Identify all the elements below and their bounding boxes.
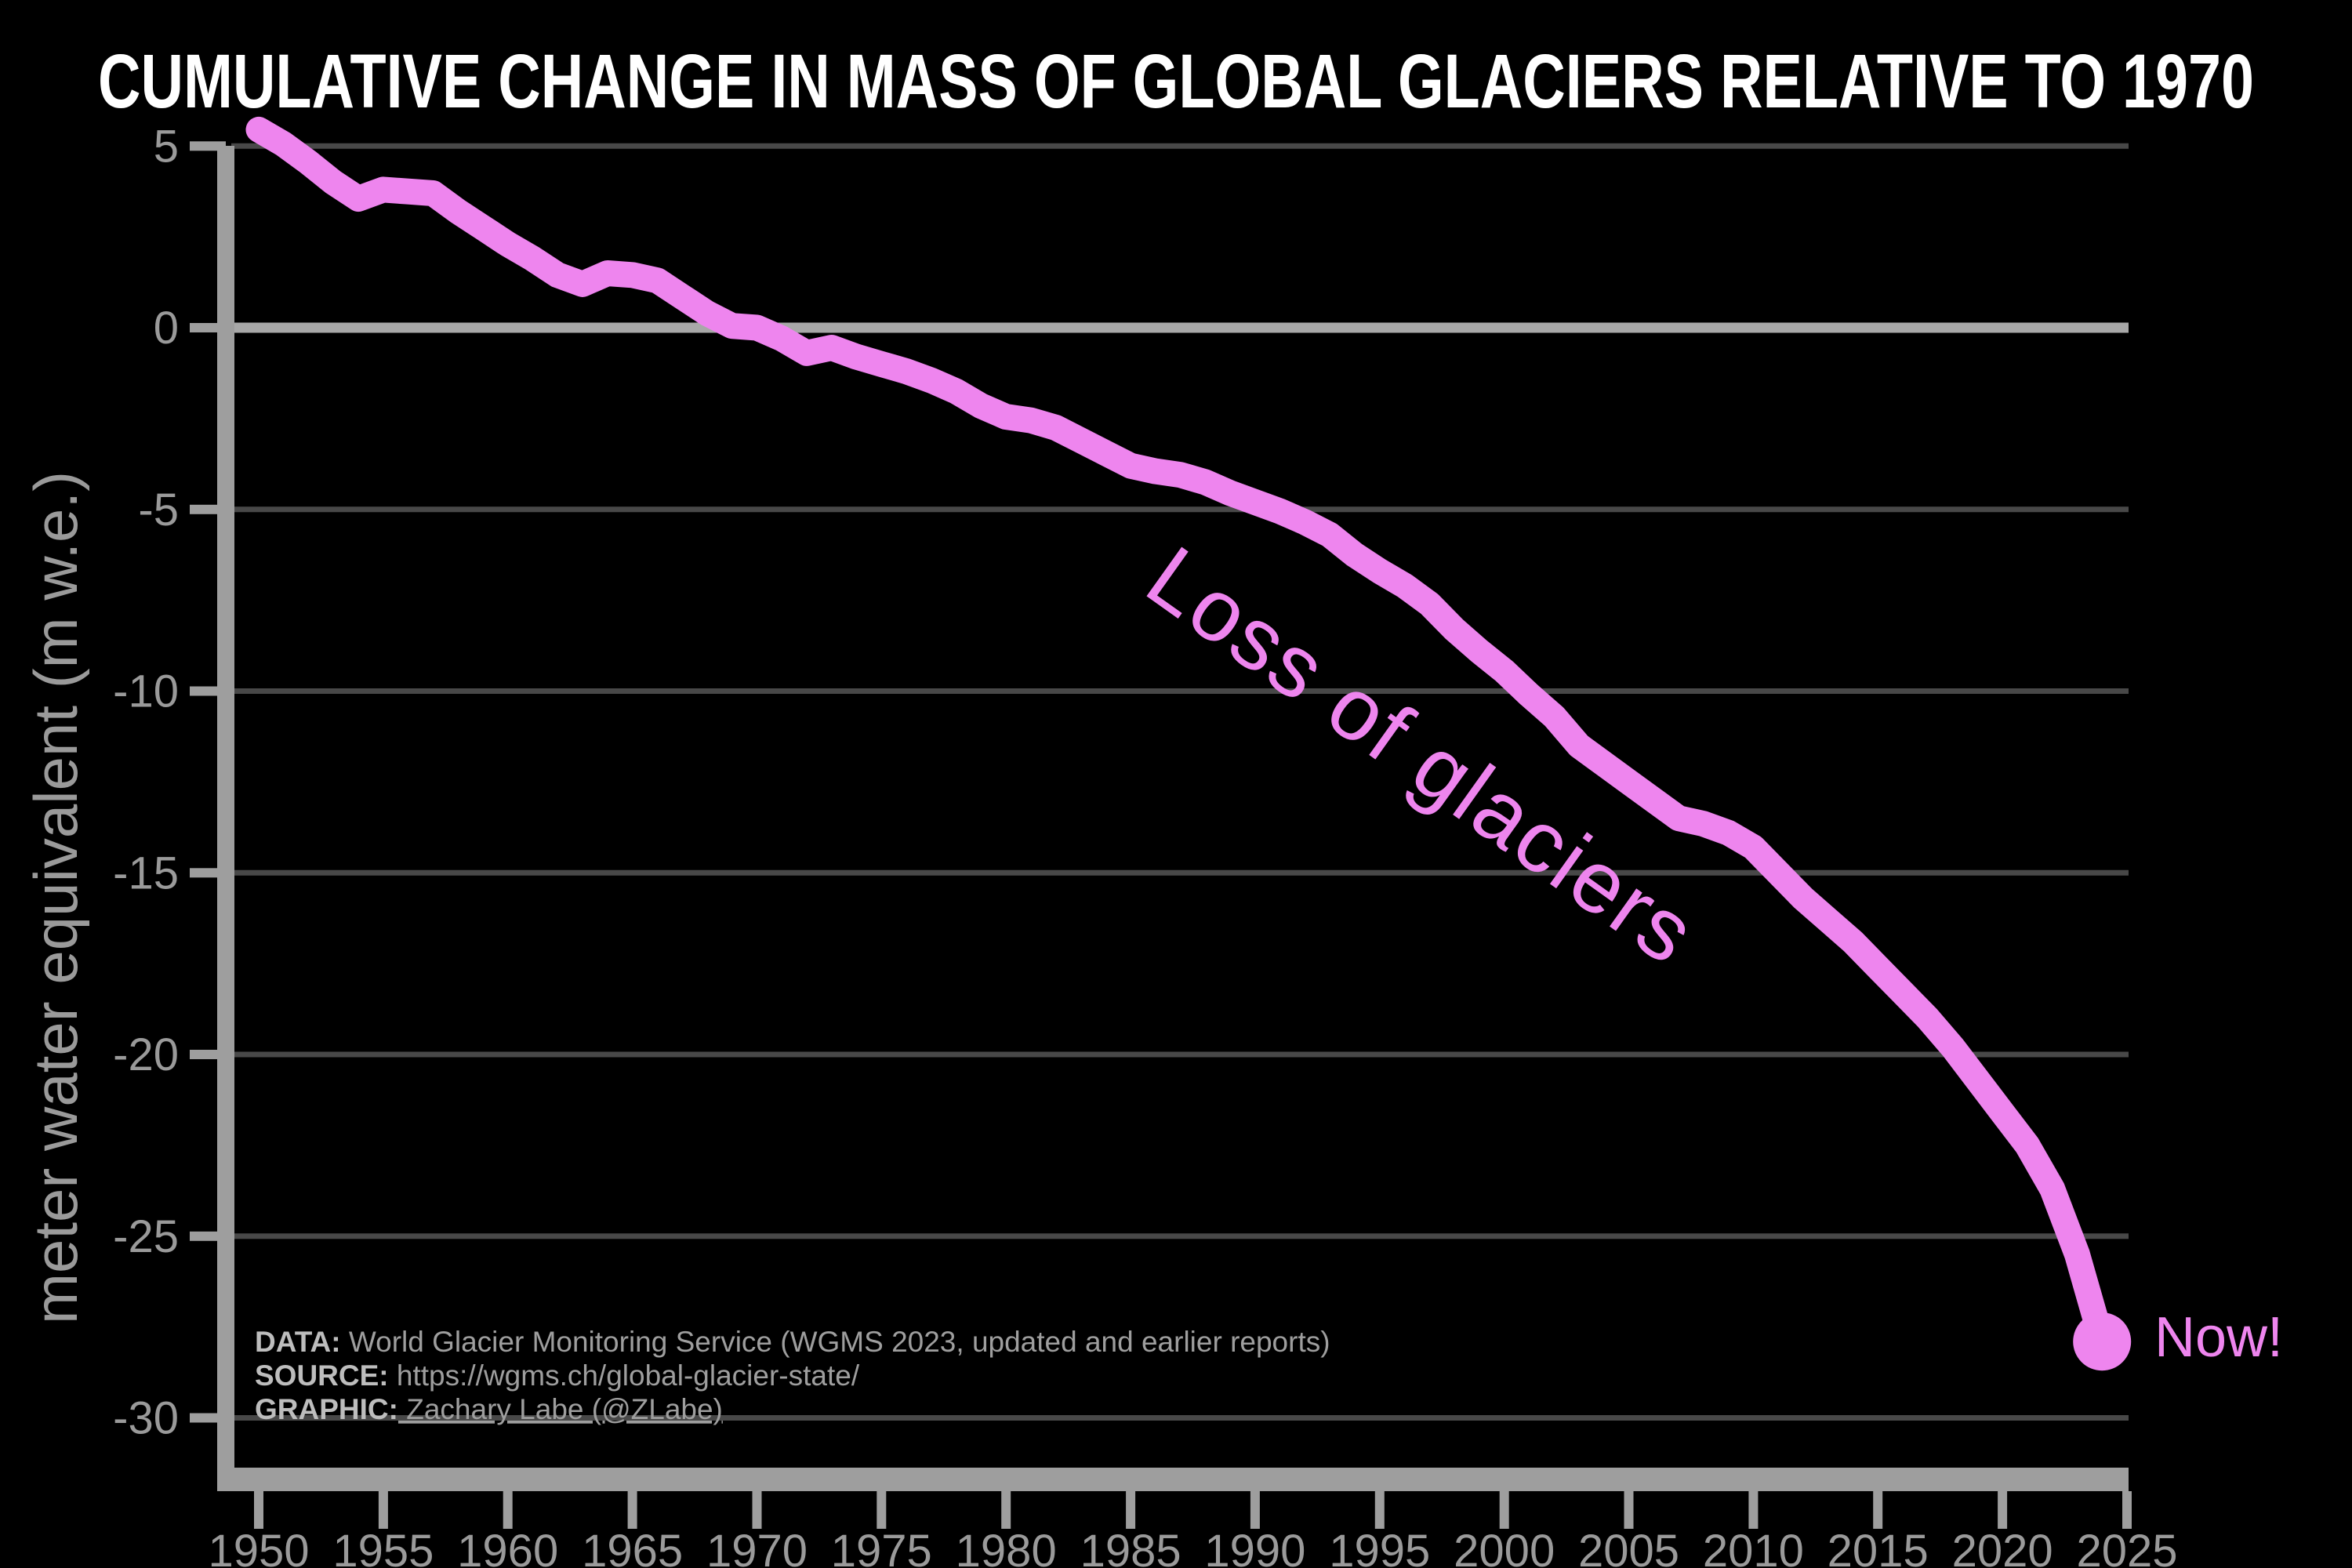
x-tick-2020: [1998, 1491, 2008, 1529]
x-tick-1980: [1001, 1491, 1011, 1529]
x-tick-1965: [627, 1491, 637, 1529]
x-tick-label-2010: 2010: [1703, 1526, 1804, 1568]
now-label: Now!: [2154, 1306, 2283, 1369]
y-tick--15: [190, 868, 226, 878]
x-tick-1955: [378, 1491, 388, 1529]
credit-line-graphic: GRAPHIC: Zachary Labe (@ZLabe): [255, 1393, 723, 1425]
axes: [190, 141, 2132, 1529]
credit-source-label: SOURCE:: [255, 1359, 389, 1392]
y-tick--20: [190, 1050, 226, 1059]
credit-graphic-author-link: Zachary Labe (@ZLabe): [398, 1393, 723, 1425]
x-tick-label-1965: 1965: [582, 1526, 683, 1568]
credit-line-data: DATA: World Glacier Monitoring Service (…: [255, 1326, 1330, 1358]
y-tick-label--5: -5: [138, 485, 179, 535]
x-tick-1975: [877, 1491, 887, 1529]
x-tick-1970: [752, 1491, 762, 1529]
x-tick-label-1985: 1985: [1080, 1526, 1181, 1568]
x-tick-label-2025: 2025: [2076, 1526, 2177, 1568]
y-axis-title: meter water equivalent (m w.e.): [21, 471, 90, 1324]
credit-data-label: DATA:: [255, 1326, 341, 1358]
y-tick-label--25: -25: [113, 1211, 179, 1262]
x-tick-label-1990: 1990: [1204, 1526, 1305, 1568]
x-axis-spine: [217, 1468, 2129, 1491]
y-tick-label--10: -10: [113, 666, 179, 717]
y-tick--30: [190, 1413, 226, 1423]
x-tick-1990: [1250, 1491, 1260, 1529]
x-tick-1995: [1374, 1491, 1385, 1529]
x-tick-label-1975: 1975: [831, 1526, 932, 1568]
now-end-dot: [2073, 1312, 2132, 1371]
credit-data-text: World Glacier Monitoring Service (WGMS 2…: [341, 1326, 1330, 1358]
y-tick--25: [190, 1231, 226, 1241]
gridlines: [231, 143, 2129, 1421]
x-tick-label-2015: 2015: [1828, 1526, 1929, 1568]
x-tick-label-1950: 1950: [208, 1526, 309, 1568]
credit-line-source: SOURCE: https://wgms.ch/global-glacier-s…: [255, 1359, 860, 1392]
x-tick-2000: [1499, 1491, 1509, 1529]
x-tick-1960: [503, 1491, 513, 1529]
x-tick-label-1960: 1960: [457, 1526, 558, 1568]
x-tick-2005: [1624, 1491, 1634, 1529]
glacier-mass-line: [245, 116, 2115, 1355]
x-tick-2015: [1873, 1491, 1883, 1529]
y-tick-label--20: -20: [113, 1029, 179, 1080]
y-tick-label-5: 5: [154, 121, 179, 172]
y-tick-label--30: -30: [113, 1393, 179, 1444]
y-tick-label-0: 0: [154, 303, 179, 354]
x-tick-label-1970: 1970: [706, 1526, 808, 1568]
y-tick-label--15: -15: [113, 848, 179, 898]
x-tick-1985: [1126, 1491, 1136, 1529]
x-tick-label-1955: 1955: [332, 1526, 434, 1568]
x-tick-label-1980: 1980: [956, 1526, 1057, 1568]
x-tick-label-2005: 2005: [1578, 1526, 1679, 1568]
y-axis-spine: [217, 146, 234, 1491]
y-tick-5: [190, 141, 226, 151]
credit-graphic-label: GRAPHIC:: [255, 1393, 398, 1425]
x-tick-2010: [1748, 1491, 1759, 1529]
tick-labels: 5 0 -5 -10 -15 -20 -25 -30 1950 1955 1960 1965 1970 1…: [113, 121, 2177, 1568]
x-tick-1950: [254, 1491, 263, 1529]
x-tick-2025: [2122, 1491, 2132, 1529]
credit-source-text: https://wgms.ch/global-glacier-state/: [389, 1359, 860, 1392]
y-tick-0: [190, 323, 226, 332]
x-tick-label-2000: 2000: [1454, 1526, 1555, 1568]
y-tick--10: [190, 686, 226, 696]
x-tick-label-1995: 1995: [1329, 1526, 1430, 1568]
page-title: CUMULATIVE CHANGE IN MASS OF GLOBAL GLAC…: [98, 38, 2254, 124]
y-tick--5: [190, 504, 226, 514]
x-tick-label-2020: 2020: [1952, 1526, 2053, 1568]
data-line-layer: [245, 116, 2132, 1371]
